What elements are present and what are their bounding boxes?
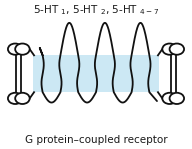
Text: 5-HT $_{1}$, 5-HT $_{2}$, 5-HT $_{4-7}$: 5-HT $_{1}$, 5-HT $_{2}$, 5-HT $_{4-7}$ — [33, 4, 159, 17]
Circle shape — [170, 44, 184, 55]
Circle shape — [162, 44, 177, 55]
Circle shape — [8, 93, 22, 104]
Circle shape — [170, 93, 184, 104]
Circle shape — [8, 44, 22, 55]
Bar — [33, 55, 159, 92]
Circle shape — [15, 93, 30, 104]
Circle shape — [15, 44, 30, 55]
Text: G protein–coupled receptor: G protein–coupled receptor — [25, 135, 167, 145]
Circle shape — [162, 93, 177, 104]
